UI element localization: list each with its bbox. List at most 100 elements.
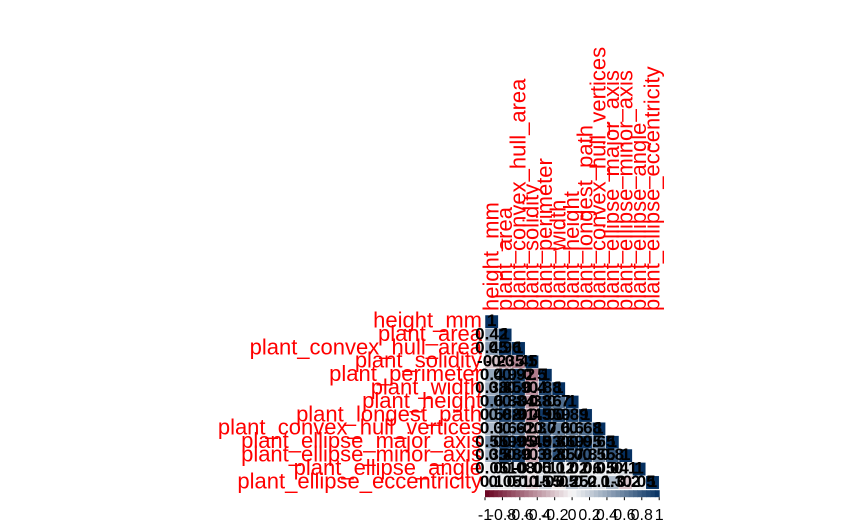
coefficient: 0.2 bbox=[574, 472, 598, 491]
coefficient: 0.68 bbox=[569, 418, 602, 437]
coefficient: 0.86 bbox=[529, 392, 562, 411]
colorbar-segment bbox=[572, 490, 577, 498]
coefficient: 0.1 bbox=[533, 459, 557, 478]
colorbar-segment bbox=[511, 490, 516, 498]
colorbar-segment bbox=[489, 490, 495, 498]
column-label: plant_ellipse_eccentricity bbox=[639, 66, 664, 311]
coefficient: 0.05 bbox=[582, 459, 615, 478]
coefficient: 0.7 bbox=[533, 418, 557, 437]
coefficient: 1 bbox=[621, 445, 630, 464]
colorbar-segment bbox=[550, 490, 556, 498]
colorbar-segment bbox=[532, 490, 538, 498]
coefficient: 1 bbox=[554, 378, 563, 397]
colorbar-segment bbox=[641, 490, 647, 498]
colorbar-segment bbox=[637, 490, 643, 498]
coefficient: 0.9 bbox=[493, 432, 517, 451]
colorbar-segment bbox=[502, 490, 508, 498]
coefficient: 0.25 bbox=[556, 472, 589, 491]
coefficient: 0.65 bbox=[582, 432, 615, 451]
coefficient: -0.4 bbox=[517, 378, 547, 397]
coefficient: 1 bbox=[500, 325, 509, 344]
colorbar-segment bbox=[606, 490, 612, 498]
coefficient: 0.1 bbox=[614, 459, 638, 478]
row-label: plant_width bbox=[371, 375, 482, 400]
coefficient: -0.35 bbox=[486, 351, 525, 370]
coefficient: 1 bbox=[648, 472, 657, 491]
coefficient: 1 bbox=[634, 459, 643, 478]
coefficient: 0.42 bbox=[475, 325, 508, 344]
row-label: plant_height bbox=[362, 388, 482, 413]
coefficient: 0.5 bbox=[480, 405, 504, 424]
cell bbox=[645, 475, 660, 490]
colorbar-segment bbox=[493, 490, 499, 498]
colorbar-segment bbox=[650, 490, 656, 498]
coefficient: 0.88 bbox=[489, 405, 522, 424]
coefficient: 0.15 bbox=[529, 472, 562, 491]
coefficient: 0.6 bbox=[560, 418, 584, 437]
colorbar-segment bbox=[633, 490, 638, 498]
coefficient: -0.05 bbox=[513, 459, 552, 478]
colorbar-tick-label: 0.4 bbox=[596, 507, 618, 523]
coefficient: 0.62 bbox=[502, 418, 535, 437]
coefficient: 0.9 bbox=[507, 445, 531, 464]
coefficient: 0.95 bbox=[529, 405, 562, 424]
colorbar-segment bbox=[563, 490, 569, 498]
coefficient: 0.6 bbox=[480, 392, 504, 411]
coefficient: 0.84 bbox=[502, 392, 536, 411]
coefficient: 0.9 bbox=[507, 378, 531, 397]
coefficient: 0.35 bbox=[475, 445, 508, 464]
colorbar-tick-label: 0 bbox=[568, 507, 577, 523]
coefficient: 0.1 bbox=[493, 459, 517, 478]
coefficient: 0.3 bbox=[600, 472, 624, 491]
colorbar-segment bbox=[585, 490, 591, 498]
colorbar-segment bbox=[515, 490, 521, 498]
row-label: plant_solidity bbox=[355, 348, 482, 373]
coefficient: 0.08 bbox=[502, 459, 535, 478]
coefficient: 0.7 bbox=[560, 445, 584, 464]
coefficient: 0.8 bbox=[493, 392, 517, 411]
row-label: plant_ellipse_angle bbox=[294, 455, 482, 480]
coefficient: 0.1 bbox=[507, 472, 531, 491]
row-label: plant_convex_hull_vertices bbox=[218, 415, 482, 440]
coefficient: 0.55 bbox=[582, 445, 615, 464]
coefficient: 0.95 bbox=[502, 432, 535, 451]
coefficient: 1 bbox=[514, 338, 523, 357]
colorbar-tick-label: -0.8 bbox=[489, 507, 517, 523]
coefficient: 0.88 bbox=[489, 445, 522, 464]
column-label: plant_convex_hull_vertices bbox=[586, 47, 611, 311]
coefficient: 0.06 bbox=[569, 459, 602, 478]
colorbar-tick-label: 0.8 bbox=[631, 507, 653, 523]
coefficient: -0.45 bbox=[513, 405, 552, 424]
coefficient: -0.45 bbox=[513, 432, 552, 451]
colorbar-tick-label: 0.6 bbox=[613, 507, 635, 523]
colorbar-segment bbox=[593, 490, 599, 498]
column-label: plant_ellipse_angle bbox=[626, 123, 651, 311]
coefficient: 0.38 bbox=[475, 378, 508, 397]
coefficient: 0.88 bbox=[529, 378, 562, 397]
column-label: plant_width bbox=[546, 200, 571, 311]
coefficient: 1 bbox=[594, 418, 603, 437]
colorbar-segment bbox=[598, 490, 604, 498]
coefficient: 0.1 bbox=[587, 472, 611, 491]
row-label: plant_longest_path bbox=[296, 401, 482, 426]
column-label: plant_perimeter bbox=[532, 158, 557, 311]
row-label: plant_area bbox=[378, 321, 483, 346]
coefficient: -0.15 bbox=[513, 472, 552, 491]
column-label: plant_height bbox=[559, 191, 584, 311]
column-label: plant_area bbox=[492, 206, 517, 311]
colorbar-segment bbox=[537, 490, 543, 498]
coefficient: 0.95 bbox=[569, 432, 602, 451]
colorbar-segment bbox=[519, 490, 525, 498]
row-label: plant_convex_hull_area bbox=[250, 334, 483, 359]
coefficient: 1 bbox=[527, 351, 536, 370]
coefficient: -0.45 bbox=[499, 351, 538, 370]
column-label: plant_solidity bbox=[519, 184, 544, 311]
colorbar-segment bbox=[615, 490, 621, 498]
coefficient: 0.6 bbox=[493, 418, 517, 437]
coefficient: 0.05 bbox=[489, 472, 522, 491]
coefficient: 0.85 bbox=[542, 445, 575, 464]
coefficient: 0.82 bbox=[529, 445, 562, 464]
colorbar-tick-label: -1 bbox=[478, 507, 492, 523]
coefficient: 0.9 bbox=[560, 432, 584, 451]
